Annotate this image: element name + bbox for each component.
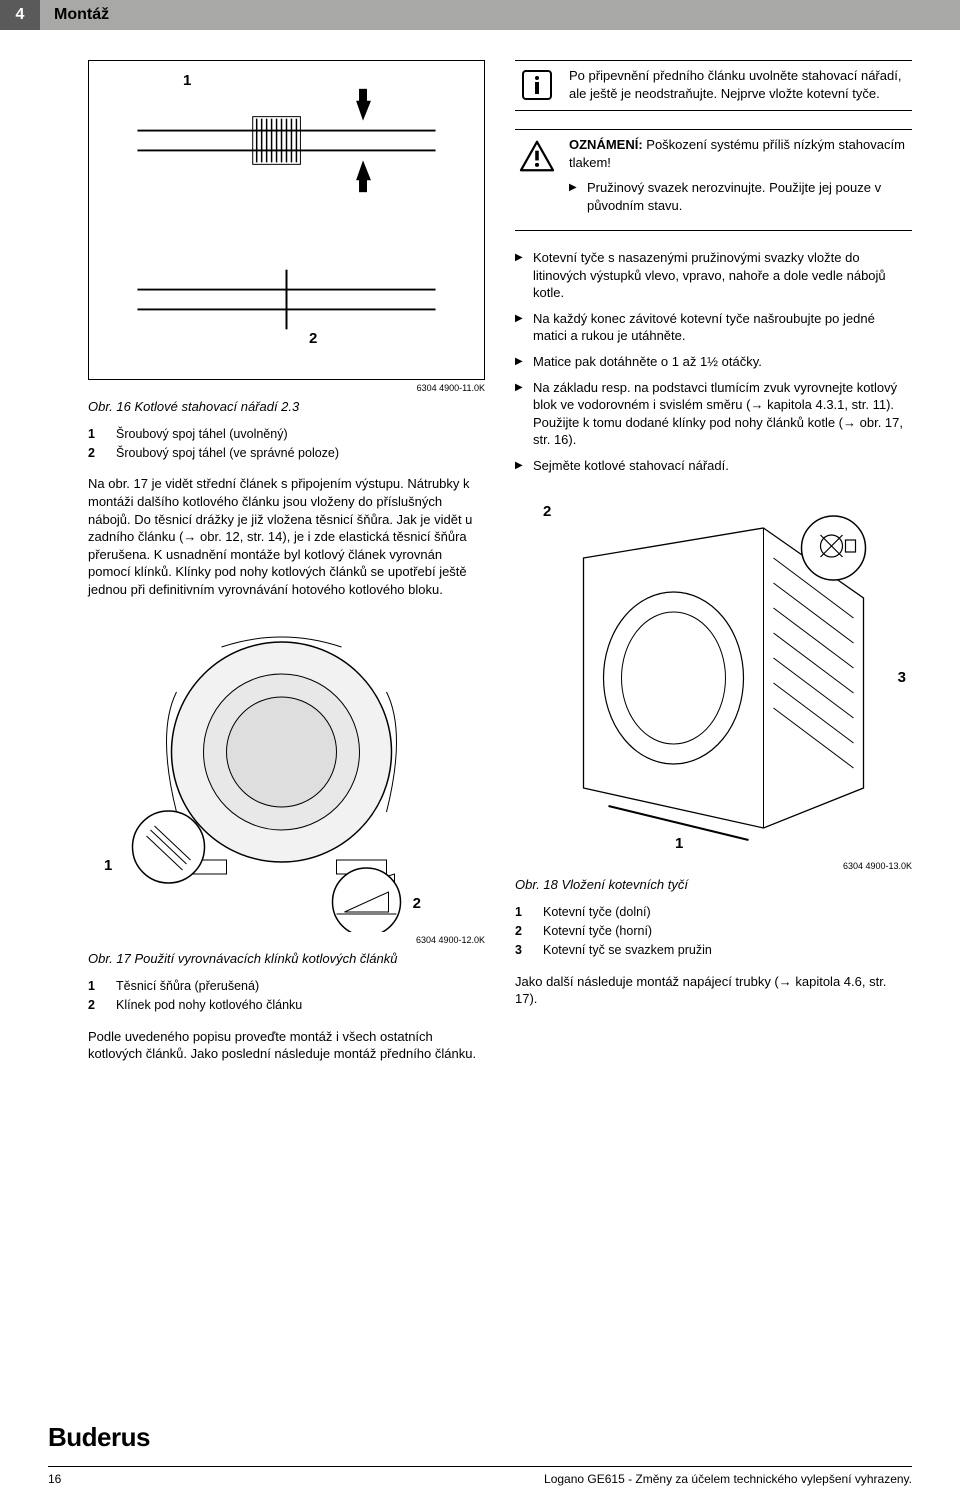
left-paragraph: Na obr. 17 je vidět střední článek s při… bbox=[88, 475, 485, 598]
legend-val: Těsnicí šňůra (přerušená) bbox=[116, 978, 485, 995]
figure-18: 2 3 1 bbox=[515, 488, 912, 858]
figure-16-legend: 1 Šroubový spoj táhel (uvolněný) 2 Šroubov… bbox=[88, 426, 485, 462]
figure-17-code: 6304 4900-12.0K bbox=[88, 934, 485, 946]
legend-val: Šroubový spoj táhel (ve správné poloze) bbox=[116, 445, 485, 462]
warning-icon bbox=[515, 136, 559, 222]
bullet-item: Kotevní tyče s nasazenými pružinovými sv… bbox=[515, 249, 912, 302]
legend-val: Šroubový spoj táhel (uvolněný) bbox=[116, 426, 485, 443]
info-icon bbox=[515, 67, 559, 102]
left-column: 1 2 6304 4900-11.0K Obr. 16 Kotlové stah… bbox=[88, 60, 485, 1063]
legend-val: Kotevní tyče (dolní) bbox=[543, 904, 912, 921]
section-header: 4 Montáž bbox=[0, 0, 960, 30]
legend-val: Kotevní tyč se svazkem pružin bbox=[543, 942, 912, 959]
section-number: 4 bbox=[0, 0, 40, 30]
warning-text: OZNÁMENÍ: Poškození systému příliš nízký… bbox=[569, 136, 908, 222]
section-title: Montáž bbox=[40, 0, 109, 30]
callout-1: 1 bbox=[104, 856, 112, 876]
brand-logo: Buderus bbox=[48, 1420, 150, 1455]
footer-doc: Logano GE615 - Změny za účelem technické… bbox=[544, 1471, 912, 1487]
legend-key: 2 bbox=[515, 923, 529, 940]
bullet-item: Na základu resp. na podstavci tlumícím z… bbox=[515, 379, 912, 449]
figure-18-legend: 1 Kotevní tyče (dolní) 2 Kotevní tyče (hor… bbox=[515, 904, 912, 959]
figure-16-code: 6304 4900-11.0K bbox=[88, 382, 485, 394]
figure-16-caption: Obr. 16 Kotlové stahovací nářadí 2.3 bbox=[88, 398, 485, 416]
callout-2: 2 bbox=[543, 502, 551, 522]
legend-key: 2 bbox=[88, 997, 102, 1014]
figure-17-legend: 1 Těsnicí šňůra (přerušená) 2 Klínek pod n… bbox=[88, 978, 485, 1014]
legend-key: 2 bbox=[88, 445, 102, 462]
info-text: Po připevnění předního článku uvolněte s… bbox=[569, 67, 908, 102]
bullet-item: Matice pak dotáhněte o 1 až 1½ otáčky. bbox=[515, 353, 912, 371]
legend-key: 1 bbox=[515, 904, 529, 921]
left-paragraph-2: Podle uvedeného popisu proveďte montáž i… bbox=[88, 1028, 485, 1063]
figure-17-sketch bbox=[88, 612, 485, 932]
callout-2: 2 bbox=[413, 894, 421, 914]
warning-box: OZNÁMENÍ: Poškození systému příliš nízký… bbox=[515, 129, 912, 231]
legend-val: Klínek pod nohy kotlového článku bbox=[116, 997, 485, 1014]
info-box: Po připevnění předního článku uvolněte s… bbox=[515, 60, 912, 111]
callout-3: 3 bbox=[898, 668, 906, 688]
callout-1: 1 bbox=[183, 71, 191, 91]
figure-18-sketch bbox=[515, 488, 912, 858]
figure-17: 1 2 bbox=[88, 612, 485, 932]
figure-16: 1 2 bbox=[88, 60, 485, 380]
legend-key: 1 bbox=[88, 426, 102, 443]
right-column: Po připevnění předního článku uvolněte s… bbox=[515, 60, 912, 1063]
legend-key: 1 bbox=[88, 978, 102, 995]
callout-2: 2 bbox=[309, 329, 317, 349]
right-bullet-list: Kotevní tyče s nasazenými pružinovými sv… bbox=[515, 249, 912, 474]
right-paragraph-2: Jako další následuje montáž napájecí tru… bbox=[515, 973, 912, 1008]
warning-bullet: Pružinový svazek nerozvinujte. Použijte … bbox=[569, 179, 908, 214]
legend-key: 3 bbox=[515, 942, 529, 959]
warning-bold: OZNÁMENÍ: bbox=[569, 137, 643, 152]
figure-17-caption: Obr. 17 Použití vyrovnávacích klínků kot… bbox=[88, 950, 485, 968]
figure-18-code: 6304 4900-13.0K bbox=[515, 860, 912, 872]
callout-1: 1 bbox=[675, 834, 683, 854]
figure-18-caption: Obr. 18 Vložení kotevních tyčí bbox=[515, 876, 912, 894]
bullet-item: Sejměte kotlové stahovací nářadí. bbox=[515, 457, 912, 475]
figure-16-sketch bbox=[89, 61, 484, 379]
page-footer: 16 Logano GE615 - Změny za účelem techni… bbox=[48, 1466, 912, 1487]
page-number: 16 bbox=[48, 1471, 61, 1487]
bullet-item: Na každý konec závitové kotevní tyče naš… bbox=[515, 310, 912, 345]
legend-val: Kotevní tyče (horní) bbox=[543, 923, 912, 940]
